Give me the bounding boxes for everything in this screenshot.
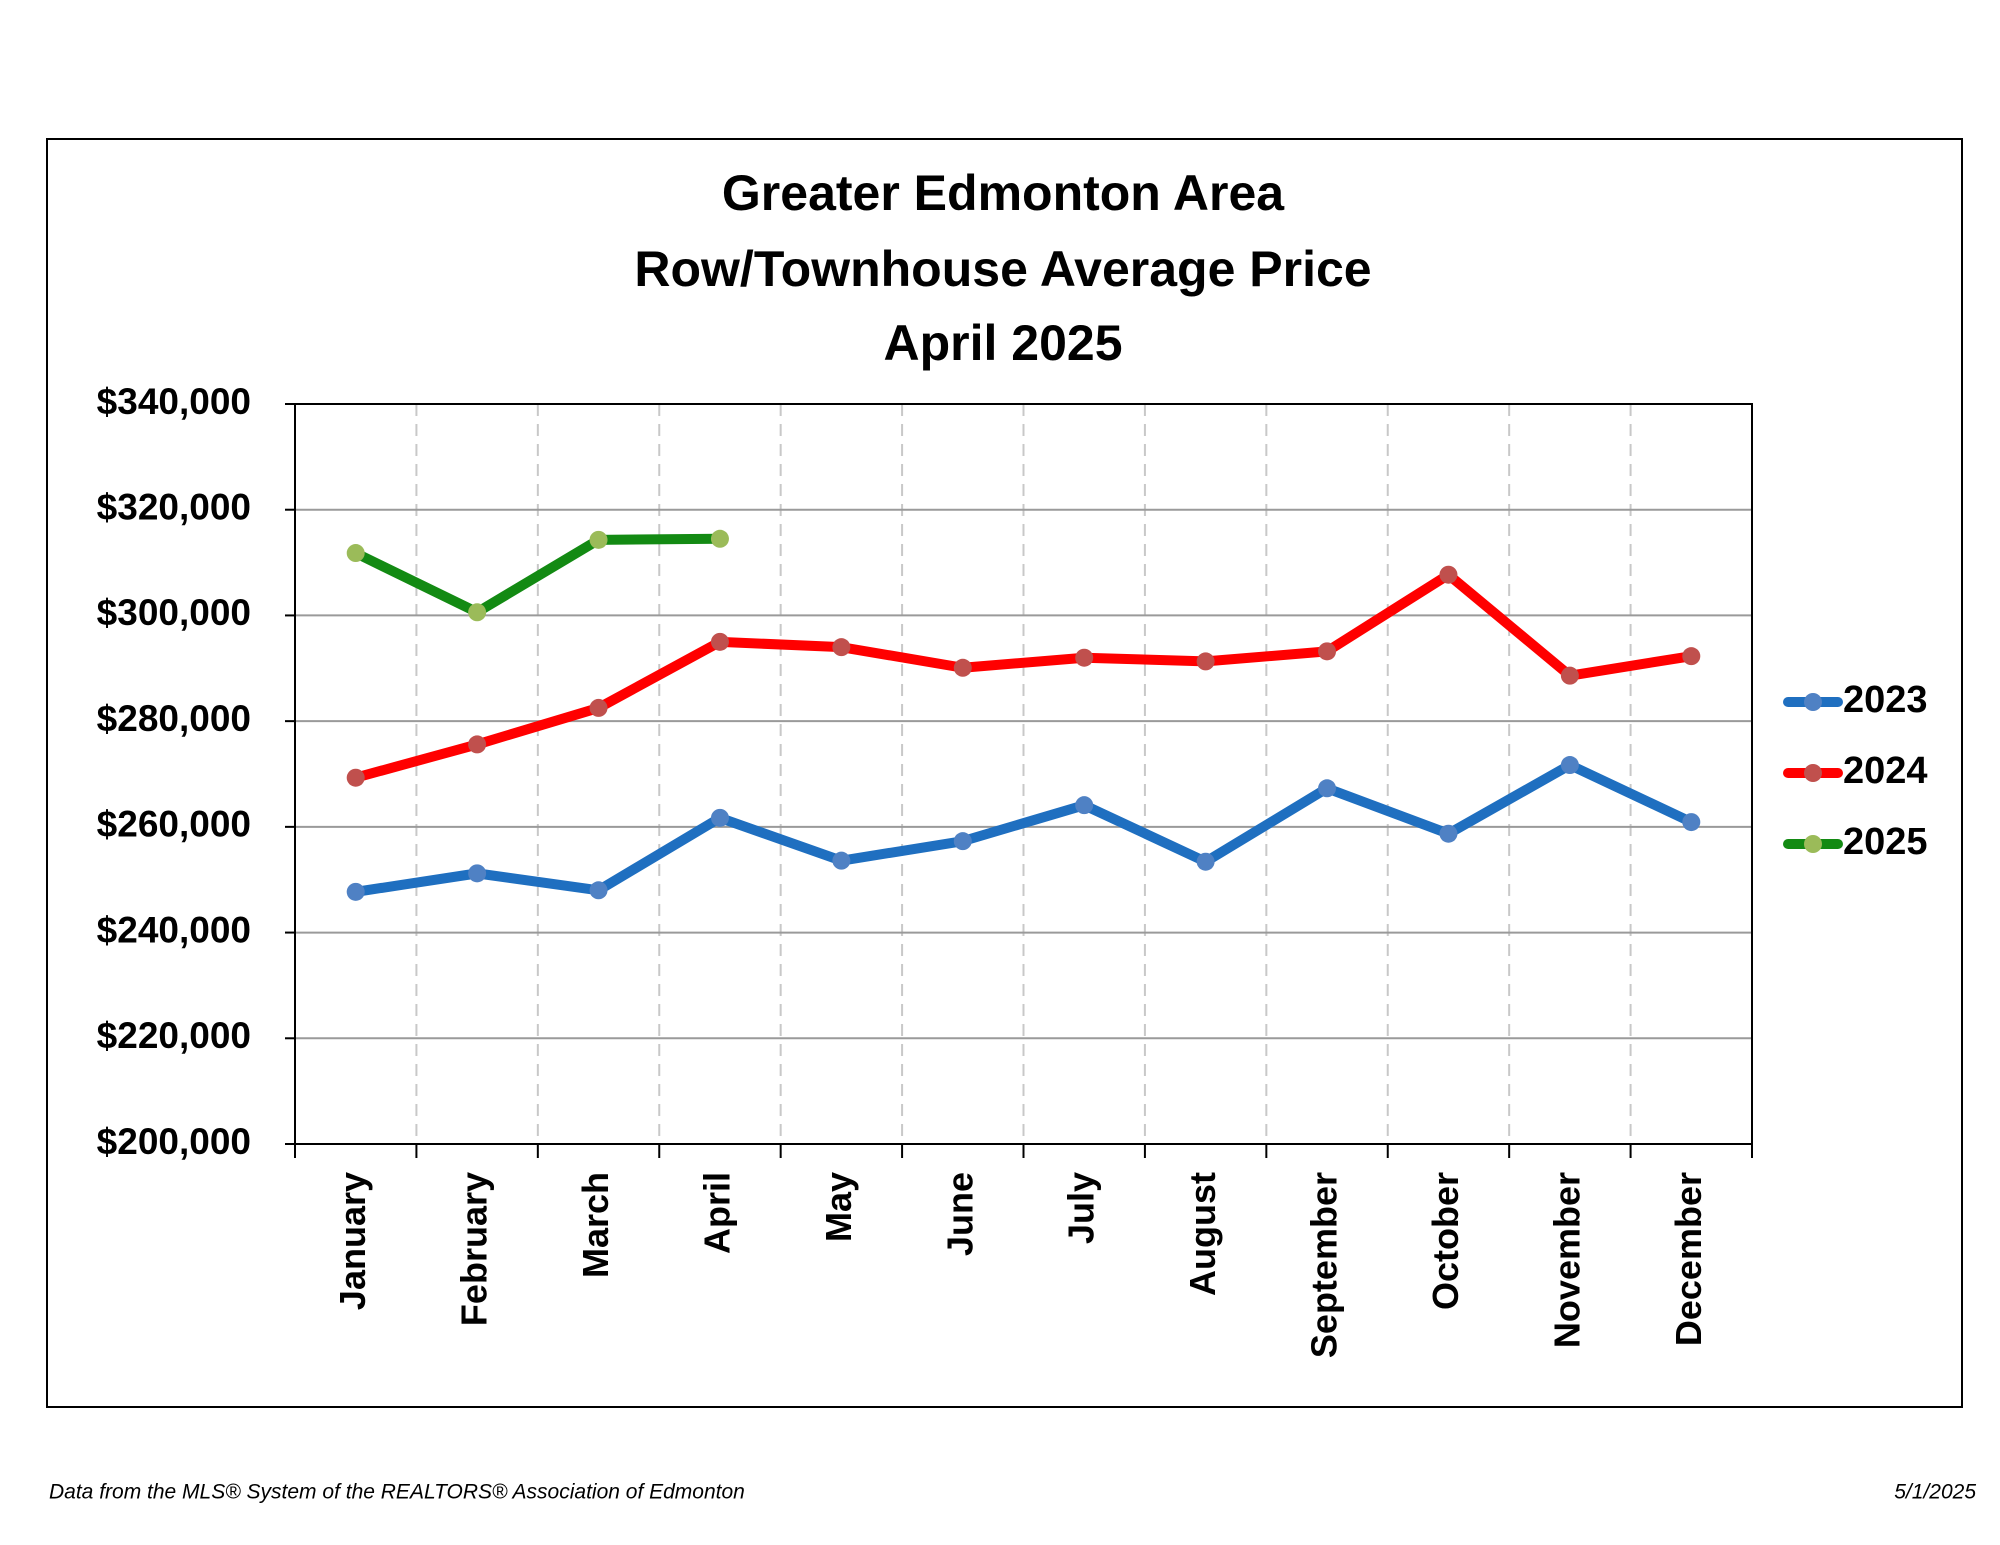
- data-point: [953, 658, 972, 677]
- legend-label: 2025: [1843, 821, 1928, 863]
- x-tick-label: October: [1425, 1172, 1466, 1310]
- footer-date: 5/1/2025: [1894, 1481, 1976, 1504]
- legend-label: 2024: [1843, 750, 1928, 792]
- data-point: [1196, 852, 1215, 871]
- chart-title: April 2025: [883, 315, 1122, 371]
- x-tick-label: December: [1668, 1172, 1709, 1346]
- x-tick-label: April: [696, 1172, 737, 1254]
- legend-marker: [1804, 835, 1822, 853]
- y-tick-label: $200,000: [97, 1121, 251, 1162]
- data-point: [589, 881, 608, 900]
- data-point: [346, 544, 365, 563]
- footer-source: Data from the MLS® System of the REALTOR…: [49, 1481, 745, 1504]
- y-tick-label: $340,000: [97, 381, 251, 422]
- chart-title: Greater Edmonton Area: [722, 165, 1285, 221]
- x-tick-label: May: [818, 1172, 859, 1242]
- data-point: [953, 832, 972, 851]
- data-point: [1560, 666, 1579, 685]
- data-point: [710, 529, 729, 548]
- x-tick-label: February: [454, 1172, 495, 1326]
- y-tick-label: $300,000: [97, 592, 251, 633]
- x-tick-label: June: [939, 1172, 980, 1256]
- data-point: [589, 530, 608, 549]
- legend-marker: [1804, 693, 1822, 711]
- data-point: [710, 632, 729, 651]
- y-tick-label: $280,000: [97, 698, 251, 739]
- series-line: [350, 533, 725, 618]
- data-point: [468, 603, 487, 622]
- data-point: [468, 735, 487, 754]
- y-tick-label: $240,000: [97, 909, 251, 950]
- x-tick-label: January: [332, 1172, 373, 1310]
- data-point: [1439, 824, 1458, 843]
- series-line: [350, 569, 1697, 783]
- y-tick-label: $320,000: [97, 486, 251, 527]
- data-point: [1075, 648, 1094, 667]
- data-point: [1682, 813, 1701, 832]
- data-point: [346, 768, 365, 787]
- data-point: [1318, 642, 1337, 661]
- y-tick-label: $220,000: [97, 1015, 251, 1056]
- data-point: [1196, 652, 1215, 671]
- data-point: [1439, 565, 1458, 584]
- x-tick-label: July: [1061, 1172, 1102, 1244]
- data-point: [1560, 756, 1579, 775]
- legend-marker: [1804, 764, 1822, 782]
- data-point: [832, 638, 851, 657]
- data-point: [1075, 796, 1094, 815]
- y-tick-label: $260,000: [97, 804, 251, 845]
- chart-title: Row/Townhouse Average Price: [634, 241, 1371, 297]
- data-point: [832, 851, 851, 870]
- data-point: [710, 808, 729, 827]
- x-tick-label: March: [575, 1172, 616, 1278]
- data-point: [346, 882, 365, 901]
- legend-label: 2023: [1843, 679, 1928, 721]
- x-tick-label: August: [1182, 1172, 1223, 1296]
- data-point: [468, 864, 487, 883]
- x-tick-label: September: [1304, 1172, 1345, 1358]
- data-point: [589, 698, 608, 717]
- data-point: [1318, 779, 1337, 798]
- series-line: [350, 760, 1697, 897]
- data-point: [1682, 647, 1701, 666]
- x-tick-label: November: [1546, 1172, 1587, 1348]
